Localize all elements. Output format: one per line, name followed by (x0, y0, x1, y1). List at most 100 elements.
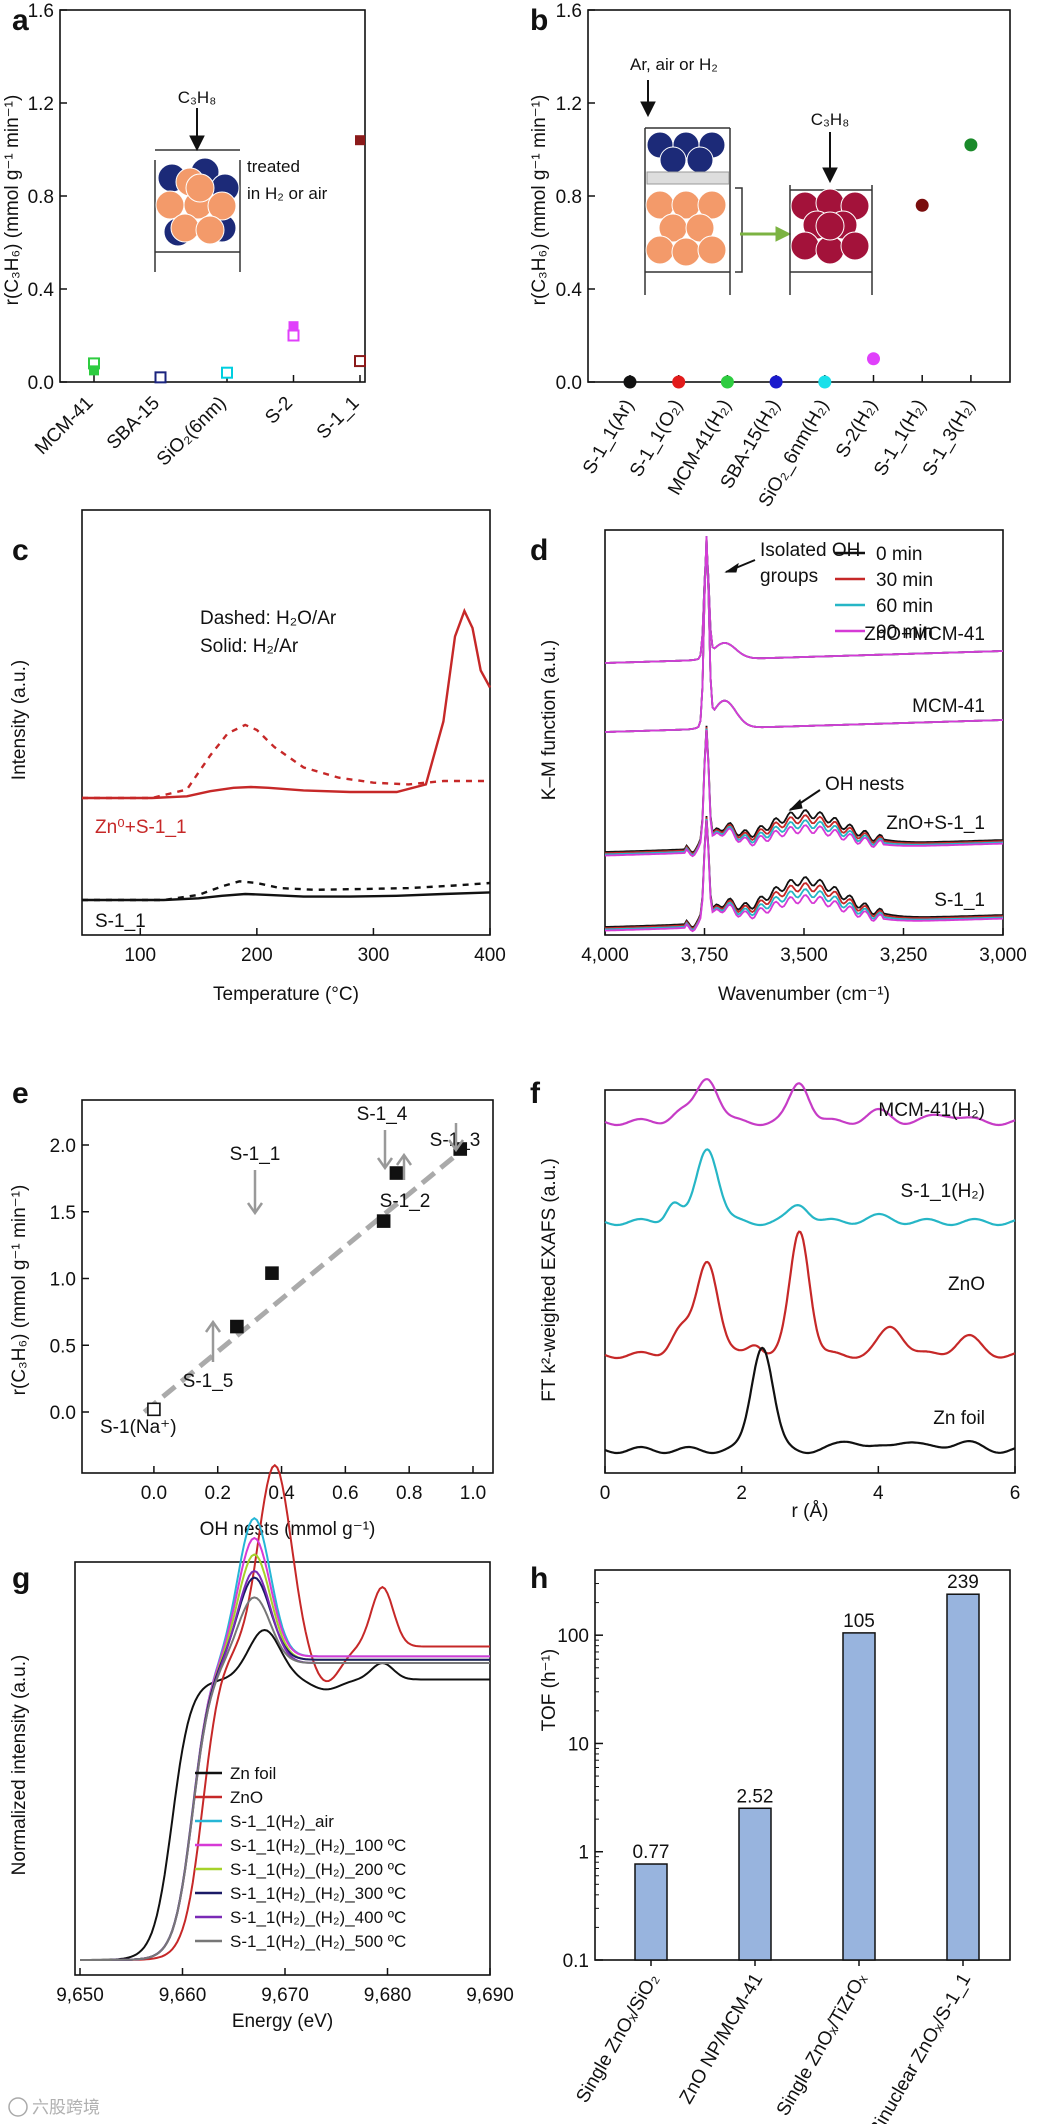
kubelka-munk-trace (604, 545, 1004, 664)
kubelka-munk-trace (604, 545, 1004, 664)
legend-label: 0 min (876, 544, 922, 565)
y-tick-label: 1.0 (50, 1270, 76, 1291)
panel-f-trace-label: MCM-41(H₂) (878, 1100, 985, 1121)
x-tick-label: S-2 (261, 393, 297, 429)
panel-f-ylabel: FT k²-weighted EXAFS (a.u.) (539, 1158, 560, 1402)
y-tick-label: 1 (578, 1843, 589, 1864)
legend-label: S-1_1(H₂)_(H₂)_200 ºC (230, 1860, 406, 1879)
kubelka-munk-trace (604, 545, 1004, 664)
panel-label-c: c (12, 534, 29, 567)
x-tick-label: MCM-41 (31, 393, 97, 459)
y-tick-label: 1.6 (556, 1, 582, 22)
x-tick-label: 0 (600, 1483, 611, 1504)
y-tick-label: 0.4 (556, 280, 583, 301)
x-tick-label: 0.2 (205, 1483, 231, 1504)
legend-label: Zn foil (230, 1764, 276, 1783)
data-point (672, 375, 686, 389)
kubelka-munk-trace (604, 817, 1004, 930)
inset-feed-label: C₃H₈ (178, 88, 217, 107)
x-tick-label: S-1_1 (313, 393, 364, 444)
kubelka-munk-trace (604, 545, 1004, 664)
panel-label-d: d (530, 534, 548, 567)
data-point (720, 375, 734, 389)
data-point (818, 375, 832, 389)
panel-c-series-label-zn: Zn⁰+S-1_1 (95, 817, 187, 838)
x-tick-label: 9,670 (261, 1985, 309, 2006)
inset-note-2: in H₂ or air (247, 184, 328, 203)
legend-label: S-1_1(H₂)_(H₂)_100 ºC (230, 1836, 406, 1855)
x-tick-label: 0.0 (141, 1483, 167, 1504)
y-tick-label: 0.5 (50, 1336, 76, 1357)
x-tick-label: Single ZnOₓ/TiZrOₓ (773, 1969, 872, 2119)
panel-e-xlabel: OH nests (mmol g⁻¹) (200, 1519, 376, 1540)
label-arrowhead-icon (395, 1152, 413, 1166)
quartz-wool-icon (646, 171, 730, 185)
exafs-trace (604, 1230, 1016, 1360)
kubelka-munk-trace (604, 536, 1004, 733)
panel-c-frame (81, 509, 491, 936)
filled-marker (355, 135, 365, 146)
annotation-isolated-oh-2: groups (760, 566, 818, 587)
data-point (867, 352, 880, 366)
x-tick-label: 3,000 (979, 945, 1027, 966)
x-tick-label: SBA-15 (103, 393, 164, 454)
y-tick-label: 0.8 (556, 187, 582, 208)
x-tick-label: 2 (736, 1483, 747, 1504)
y-tick-label: 0.4 (28, 280, 55, 301)
kubelka-munk-trace (604, 727, 1004, 855)
catalyst-sphere-icon (840, 231, 870, 261)
open-marker (354, 355, 366, 368)
data-point (265, 1266, 279, 1280)
s11-solid-line (82, 891, 491, 902)
legend-label: S-1_1(H₂)_(H₂)_300 ºC (230, 1884, 406, 1903)
panel-d-xlabel: Wavenumber (cm⁻¹) (718, 984, 890, 1005)
zn-s11-solid-line (82, 607, 492, 800)
panel-c-ylabel: Intensity (a.u.) (9, 660, 30, 780)
bar (634, 1863, 668, 1961)
panel-d-frame (604, 529, 1004, 936)
point-label: S-1_4 (357, 1104, 408, 1125)
panel-e-ylabel: r(C₃H₆) (mmol g⁻¹ min⁻¹) (9, 1185, 30, 1396)
zeolite-sphere-icon (659, 146, 687, 174)
watermark-logo-icon (8, 2097, 28, 2117)
y-tick-label: 2.0 (50, 1136, 76, 1157)
x-tick-label: Single ZnOₓ/SiO₂ (572, 1970, 663, 2107)
data-point (623, 375, 637, 389)
feed-arrowhead-icon (640, 101, 656, 118)
panel-c-legend-solid: Solid: H₂/Ar (200, 636, 299, 657)
annotation-arrowhead-icon (724, 562, 739, 573)
x-tick-label: 400 (474, 945, 506, 966)
data-point (915, 198, 929, 212)
legend-label: S-1_1(H₂)_air (230, 1812, 334, 1831)
panel-label-e: e (12, 1077, 29, 1110)
x-tick-label: 9,660 (159, 1985, 207, 2006)
data-point (147, 1402, 161, 1417)
panel-label-a: a (12, 4, 29, 37)
zn-s11-dashed-line (82, 723, 490, 800)
panel-g-xlabel: Energy (eV) (232, 2011, 333, 2032)
xanes-trace (80, 1596, 490, 1961)
panel-e-frame (81, 1099, 494, 1474)
panel-label-g: g (12, 1562, 30, 1595)
exafs-trace (604, 1346, 1016, 1455)
panel-h-ylabel: TOF (h⁻¹) (539, 1649, 560, 1732)
panel-c-series-label-s11: S-1_1 (95, 911, 146, 932)
y-tick-label: 1.2 (28, 94, 54, 115)
panel-d-ylabel: K–M function (a.u.) (539, 640, 560, 801)
open-marker (154, 371, 167, 384)
y-tick-label: 0.0 (28, 373, 54, 394)
legend-label: 90 min (876, 622, 933, 643)
filled-marker (288, 321, 299, 332)
annotation-arrowhead-icon (788, 799, 803, 811)
x-tick-label: 9,650 (56, 1985, 104, 2006)
panel-c-legend-dashed: Dashed: H₂O/Ar (200, 608, 337, 629)
data-point (376, 1214, 391, 1228)
panel-f-trace-label: S-1_1(H₂) (901, 1181, 985, 1202)
bar (842, 1632, 876, 1961)
x-tick-label: 100 (124, 945, 156, 966)
legend-label: S-1_1(H₂)_(H₂)_500 ºC (230, 1932, 406, 1951)
exafs-trace (604, 1078, 1016, 1127)
panel-g-frame (74, 1561, 491, 1976)
data-point (964, 138, 978, 152)
exafs-trace (604, 1148, 1016, 1227)
